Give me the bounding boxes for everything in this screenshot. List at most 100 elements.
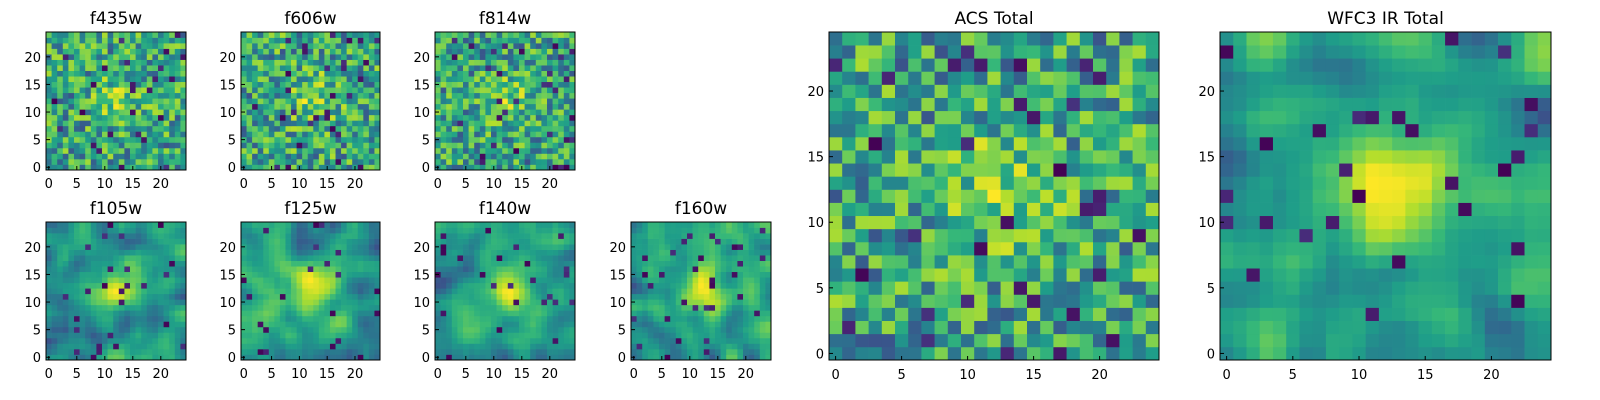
heatmap-cell <box>163 87 170 94</box>
heatmap-cell <box>1132 150 1147 164</box>
heatmap-cell <box>881 150 896 164</box>
heatmap-cell <box>118 147 125 154</box>
heatmap-cell <box>653 332 660 339</box>
heatmap-cell <box>519 114 525 121</box>
heatmap-cell <box>547 282 553 289</box>
heatmap-cell <box>68 255 75 261</box>
heatmap-cell <box>563 87 570 94</box>
heatmap-cell <box>152 249 159 256</box>
heatmap-cell <box>530 54 537 60</box>
heatmap-cell <box>141 59 148 66</box>
heatmap-cell <box>257 282 264 289</box>
heatmap-cell <box>363 255 370 261</box>
heatmap-cell <box>329 32 336 38</box>
heatmap-cell <box>180 142 187 149</box>
heatmap-cell <box>169 310 176 317</box>
heatmap-cell <box>169 131 176 138</box>
heatmap-cell <box>687 304 693 311</box>
heatmap-cell <box>440 233 447 239</box>
heatmap-cell <box>268 81 275 88</box>
heatmap-cell <box>558 304 565 311</box>
heatmap-cell <box>502 92 509 99</box>
heatmap-cell <box>541 266 548 273</box>
heatmap-cell <box>1079 150 1094 164</box>
heatmap-cell <box>513 293 520 300</box>
heatmap-cell <box>485 348 492 355</box>
heatmap-cell <box>46 249 52 256</box>
heatmap-cell <box>274 266 281 273</box>
heatmap-cell <box>329 299 336 306</box>
heatmap-cell <box>302 153 309 160</box>
heatmap-cell <box>285 48 292 55</box>
heatmap-cell <box>307 238 314 245</box>
heatmap-cell <box>681 244 688 250</box>
heatmap-cell <box>57 255 64 261</box>
heatmap-cell <box>524 277 531 284</box>
heatmap-cell <box>435 233 441 239</box>
heatmap-cell <box>79 114 86 121</box>
heatmap-cell <box>435 70 441 77</box>
heatmap-cell <box>670 304 677 311</box>
heatmap-cell <box>974 268 988 282</box>
y-tick-label: 20 <box>219 241 236 256</box>
heatmap-cell <box>552 81 559 88</box>
heatmap-cell <box>252 98 259 105</box>
heatmap-cell <box>530 103 537 110</box>
heatmap-cell <box>180 255 187 261</box>
heatmap-cell <box>135 354 142 361</box>
heatmap-cell <box>659 337 665 344</box>
heatmap-cell <box>46 233 52 239</box>
heatmap-cell <box>502 227 509 234</box>
heatmap-cell <box>141 114 148 121</box>
heatmap-cell <box>541 81 548 88</box>
heatmap-cell <box>107 87 114 94</box>
x-tick-label: 0 <box>630 367 638 382</box>
heatmap-cell <box>180 233 187 239</box>
heatmap-cell <box>102 70 108 77</box>
heatmap-cell <box>759 233 766 239</box>
heatmap-cell <box>341 337 347 344</box>
heatmap-cell <box>57 164 64 171</box>
heatmap-cell <box>158 98 164 105</box>
heatmap-cell <box>703 304 710 311</box>
heatmap-cell <box>535 81 542 88</box>
heatmap-cell <box>85 227 92 234</box>
heatmap-cell <box>748 222 755 228</box>
heatmap-cell <box>513 87 520 94</box>
heatmap-cell <box>152 304 159 311</box>
heatmap-cell <box>754 266 761 273</box>
heatmap-cell <box>124 65 131 71</box>
heatmap-cell <box>252 81 259 88</box>
heatmap-cell <box>257 136 264 143</box>
heatmap-cell <box>374 87 381 94</box>
heatmap-cell <box>296 310 303 317</box>
heatmap-cell <box>1132 281 1147 295</box>
heatmap-cell <box>363 92 370 99</box>
heatmap-cell <box>124 282 131 289</box>
heatmap-cell <box>709 321 716 328</box>
heatmap-cell <box>346 233 353 239</box>
heatmap-cell <box>96 227 103 234</box>
heatmap-cell <box>158 37 164 44</box>
heatmap-cell <box>57 266 64 273</box>
heatmap-cell <box>141 282 148 289</box>
heatmap-cell <box>759 227 766 234</box>
heatmap-cell <box>279 332 286 339</box>
heatmap-cell <box>163 299 170 306</box>
heatmap-cell <box>257 299 264 306</box>
heatmap-cell <box>51 233 58 239</box>
heatmap-cell <box>169 114 176 121</box>
heatmap-cell <box>842 241 856 256</box>
heatmap-cell <box>435 92 441 99</box>
heatmap-cell <box>124 136 131 143</box>
heatmap-cell <box>463 299 469 306</box>
heatmap-cell <box>558 271 565 278</box>
heatmap-cell <box>569 98 576 105</box>
heatmap-cell <box>743 255 749 261</box>
heatmap-cell <box>524 59 531 66</box>
heatmap-cell <box>174 244 181 250</box>
heatmap-cell <box>158 227 164 234</box>
y-tick-label: 10 <box>24 106 41 121</box>
heatmap-cell <box>519 103 525 110</box>
heatmap-cell <box>895 150 909 164</box>
